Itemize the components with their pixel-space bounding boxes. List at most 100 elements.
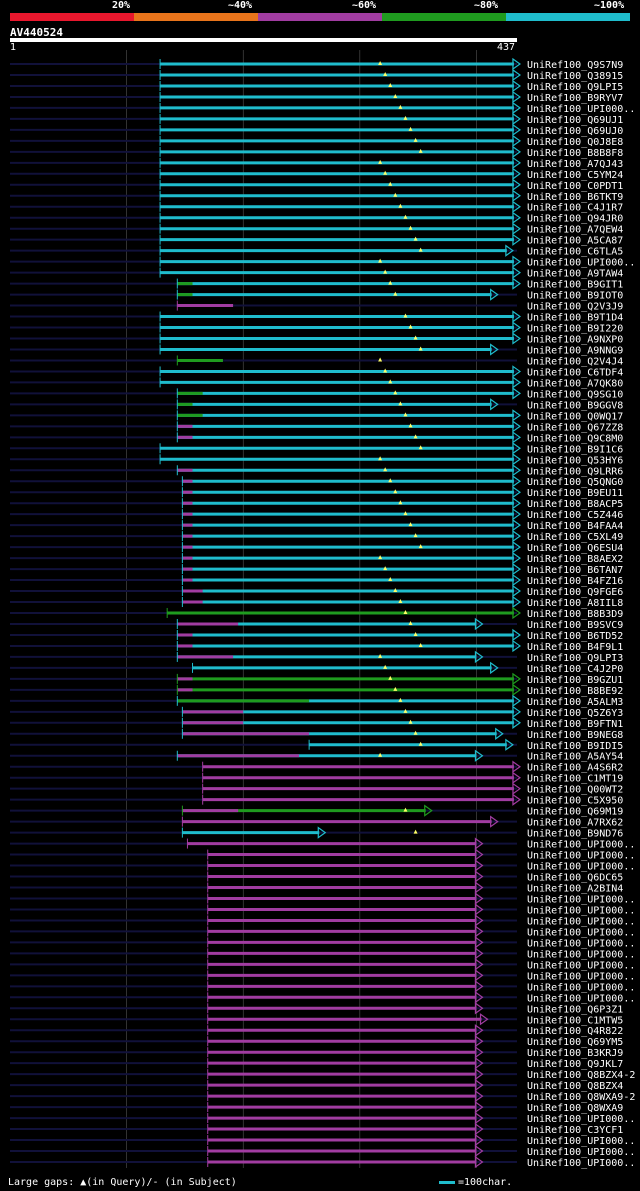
gap-marker: [388, 280, 393, 285]
hit-end-arrow: [474, 1100, 484, 1114]
hit-end-arrow: [490, 343, 499, 356]
hit-end-arrow: [512, 409, 521, 422]
hit-end-arrow: [512, 277, 521, 290]
ruler-end: 437: [497, 42, 516, 53]
query-id: AV440524: [10, 26, 63, 39]
hit-end-arrow: [512, 518, 521, 532]
hit-end-arrow: [512, 508, 521, 521]
hit-label: UniRef100_UPI000..: [527, 1136, 635, 1147]
hit-end-arrow: [474, 837, 484, 850]
hit-end-arrow: [512, 222, 521, 235]
gap-marker: [413, 730, 418, 735]
hit-end-arrow: [512, 595, 521, 609]
hit-end-arrow: [512, 145, 521, 159]
hit-label: UniRef100_Q5QNG0: [527, 477, 623, 488]
hit-label: UniRef100_Q9LPI3: [527, 653, 623, 664]
gap-marker: [398, 104, 403, 109]
hit-label: UniRef100_Q6P3Z1: [527, 1004, 623, 1015]
gap-marker: [408, 620, 413, 625]
hit-label: UniRef100_B9NEG8: [527, 730, 623, 741]
hit-end-arrow: [474, 1089, 484, 1103]
gap-marker: [403, 511, 408, 516]
hit-label: UniRef100_Q9SG10: [527, 389, 623, 400]
gap-marker: [388, 577, 393, 582]
hit-end-arrow: [424, 804, 433, 817]
hit-end-arrow: [512, 771, 521, 784]
hit-label: UniRef100_B9RYV7: [527, 93, 623, 104]
gap-marker: [378, 258, 383, 263]
hit-end-arrow: [512, 365, 521, 378]
hit-end-arrow: [474, 1155, 484, 1169]
hit-end-arrow: [512, 694, 521, 708]
hit-end-arrow: [512, 782, 521, 795]
hit-label: UniRef100_Q9C8M0: [527, 433, 623, 444]
color-swatch-magenta: [258, 13, 382, 21]
gap-marker: [403, 708, 408, 713]
hit-label: UniRef100_UPI000..: [527, 862, 635, 873]
hit-end-arrow: [512, 486, 521, 499]
gap-marker: [403, 214, 408, 219]
hit-end-arrow: [474, 848, 484, 861]
hit-end-arrow: [474, 914, 484, 927]
hit-label: UniRef100_Q6DC65: [527, 873, 623, 884]
hit-label: UniRef100_Q38915: [527, 71, 623, 82]
gap-marker: [393, 588, 398, 593]
hit-end-arrow: [512, 90, 521, 104]
hit-label: UniRef100_UPI000..: [527, 927, 635, 938]
hit-end-arrow: [512, 134, 521, 148]
hit-label: UniRef100_B9GIT1: [527, 280, 623, 291]
query-ruler: [10, 38, 517, 42]
hit-label: UniRef100_A7QK80: [527, 378, 623, 389]
hit-label: UniRef100_C6TLA5: [527, 247, 623, 258]
hit-label: UniRef100_C5X950: [527, 796, 623, 807]
hit-end-arrow: [474, 1046, 484, 1059]
hit-end-arrow: [512, 793, 521, 806]
hit-end-arrow: [474, 1144, 484, 1158]
hit-end-arrow: [512, 189, 521, 202]
hit-end-arrow: [474, 617, 484, 631]
scale-label-100: ~100%: [594, 0, 625, 11]
gap-marker: [398, 203, 403, 208]
hit-label: UniRef100_B8ACP5: [527, 499, 623, 510]
gap-marker: [378, 61, 383, 65]
hit-label: UniRef100_Q9S7N9: [527, 60, 623, 71]
gap-marker: [413, 236, 418, 241]
hit-label: UniRef100_UPI000..: [527, 1147, 635, 1158]
gap-marker: [418, 741, 423, 746]
gap-marker: [378, 357, 383, 362]
hit-end-arrow: [512, 112, 521, 126]
hit-end-arrow: [512, 551, 521, 565]
hit-end-arrow: [512, 332, 521, 345]
hit-end-arrow: [512, 376, 521, 389]
scale-label-60: ~60%: [352, 0, 377, 11]
gap-marker: [413, 434, 418, 439]
hit-end-arrow: [512, 167, 521, 180]
hit-end-arrow: [474, 958, 484, 971]
hit-label: UniRef100_B9FTN1: [527, 719, 623, 730]
hit-label: UniRef100_UPI000..: [527, 905, 635, 916]
hit-label: UniRef100_A8IIL8: [527, 598, 623, 609]
hit-end-arrow: [474, 991, 484, 1004]
gap-marker: [378, 456, 383, 461]
gap-marker: [383, 269, 388, 274]
scale-label-20: 20%: [112, 0, 131, 11]
gap-marker: [378, 752, 383, 757]
gap-marker: [418, 642, 423, 647]
gap-marker: [403, 115, 408, 120]
gap-marker: [408, 225, 413, 230]
hit-label: UniRef100_Q8WXA9: [527, 1103, 623, 1114]
hit-end-arrow: [512, 310, 521, 323]
gap-marker: [403, 807, 408, 812]
hit-end-arrow: [474, 1122, 484, 1136]
color-swatch-orange: [134, 13, 258, 21]
hit-label: UniRef100_A5CA87: [527, 236, 623, 247]
hit-end-arrow: [495, 727, 504, 740]
hit-label: UniRef100_UPI000..: [527, 916, 635, 927]
hit-end-arrow: [512, 683, 521, 697]
gap-marker: [378, 555, 383, 560]
hit-end-arrow: [505, 244, 514, 257]
hit-end-arrow: [474, 749, 484, 762]
hit-label: UniRef100_UPI000..: [527, 104, 635, 115]
hit-end-arrow: [490, 661, 499, 675]
